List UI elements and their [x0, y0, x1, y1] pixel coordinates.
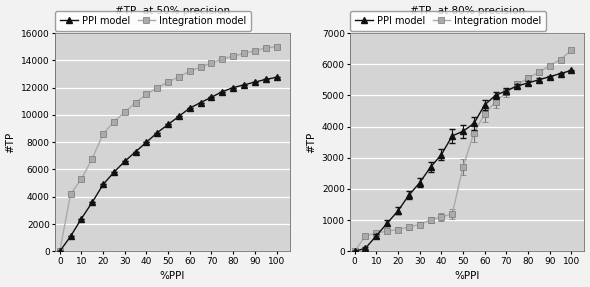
- Title: #TP  at 80% precision: #TP at 80% precision: [410, 5, 525, 15]
- Title: #TP  at 50% precision: #TP at 50% precision: [115, 5, 230, 15]
- X-axis label: %PPI: %PPI: [160, 272, 185, 282]
- X-axis label: %PPI: %PPI: [455, 272, 480, 282]
- Y-axis label: #TP: #TP: [5, 131, 15, 153]
- Legend: PPI model, Integration model: PPI model, Integration model: [350, 11, 546, 31]
- Y-axis label: #TP: #TP: [306, 131, 316, 153]
- Legend: PPI model, Integration model: PPI model, Integration model: [55, 11, 251, 31]
